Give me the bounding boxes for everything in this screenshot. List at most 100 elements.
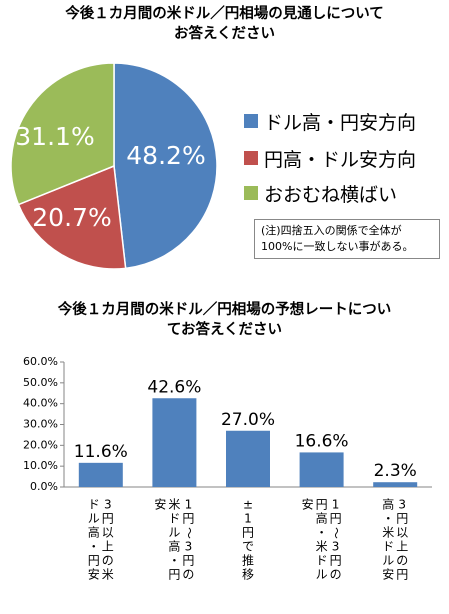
x-tick-char: 1 <box>332 498 340 512</box>
x-tick-char: ± <box>243 498 253 512</box>
x-tick-char: 3 <box>185 540 193 554</box>
x-tick-char: 3 <box>398 498 406 512</box>
x-tick-char: 円 <box>182 554 194 568</box>
x-tick-char: 円 <box>242 526 254 540</box>
x-tick-char: 安 <box>88 567 100 582</box>
legend-swatch <box>244 114 258 128</box>
x-tick-char: 円 <box>168 568 180 582</box>
pie-title-line-2: お答えください <box>173 26 276 42</box>
y-tick-label: 0.0% <box>30 480 58 493</box>
x-tick-char: 上 <box>102 540 114 554</box>
x-tick-char: 米 <box>168 498 180 512</box>
x-tick-char: 円 <box>102 512 114 526</box>
legend-swatch <box>244 151 258 165</box>
x-tick-char: ド <box>88 498 100 512</box>
x-tick-char: ・ <box>168 554 180 568</box>
pie-value-label: 48.2% <box>126 141 205 170</box>
pie-chart-title: 今後１カ月間の米ドル／円相場の見通しについて お答えください <box>0 4 449 44</box>
x-tick-char: 高 <box>88 525 100 540</box>
x-tick-char: 3 <box>332 540 340 554</box>
x-tick-char: 安 <box>154 497 166 512</box>
legend-label: ドル高・円安方向 <box>264 111 417 134</box>
x-tick-char: ～ <box>182 527 196 539</box>
x-tick-char: 3 <box>104 498 112 512</box>
pie-value-label: 31.1% <box>15 122 94 151</box>
y-tick-label: 10.0% <box>23 459 58 472</box>
bar-value-label: 42.6% <box>147 377 201 397</box>
x-tick-char: の <box>182 568 194 582</box>
x-tick-char: ド <box>382 540 394 554</box>
y-tick-label: 60.0% <box>23 355 58 368</box>
bar-chart-title: 今後１カ月間の米ドル／円相場の予想レートについ てお答えください <box>0 300 449 340</box>
x-tick-char: ・ <box>88 540 100 554</box>
x-tick-char: ル <box>88 512 100 526</box>
y-tick-label: 30.0% <box>23 418 58 431</box>
x-tick-char: 移 <box>242 568 254 582</box>
legend-label: おおむね横ばい <box>264 183 398 206</box>
x-tick-char: の <box>102 554 114 568</box>
x-tick-char: 1 <box>185 498 193 512</box>
bar <box>299 452 344 487</box>
pie-value-label: 20.7% <box>32 203 111 232</box>
y-tick-label: 20.0% <box>23 438 58 451</box>
x-tick-char: 上 <box>396 540 408 554</box>
pie-slice <box>17 164 127 270</box>
x-tick-char: で <box>242 540 254 554</box>
x-tick-char: 円 <box>88 554 100 568</box>
x-tick-char: ・ <box>316 526 328 540</box>
pie-chart: 48.2% 20.7% 31.1% <box>10 62 218 270</box>
x-tick-char: の <box>330 568 342 582</box>
x-tick-char: の <box>396 554 408 568</box>
note-line-2: 100%に一致しない事がある。 <box>261 240 414 253</box>
x-tick-char: 円 <box>316 498 328 512</box>
bar-value-label: 16.6% <box>295 431 349 451</box>
x-tick-char: 安 <box>302 497 314 512</box>
x-tick-char: 以 <box>396 526 408 540</box>
note-line-1: (注)四捨五入の関係で全体が <box>261 224 402 237</box>
bar <box>373 482 418 487</box>
x-tick-char: 円 <box>182 512 194 526</box>
pie-title-line-1: 今後１カ月間の米ドル／円相場の見通しについて <box>65 6 384 22</box>
bar <box>226 430 270 487</box>
x-tick-char: ル <box>168 526 180 540</box>
bar <box>78 462 123 487</box>
x-tick-char: 円 <box>330 554 342 568</box>
pie-slice <box>10 62 115 206</box>
x-tick-char: ～ <box>329 527 343 539</box>
x-tick-char: 米 <box>102 568 114 582</box>
x-tick-char: ド <box>168 512 180 526</box>
x-tick-char: 安 <box>382 567 394 582</box>
x-tick-char: ル <box>382 554 394 568</box>
x-tick-char: 高 <box>382 497 394 512</box>
x-tick-char: 高 <box>168 539 180 554</box>
x-tick-char: 米 <box>382 526 394 540</box>
x-tick-char: 推 <box>242 554 254 568</box>
x-tick-char: ル <box>316 568 328 582</box>
bar-title-line-2: てお答えください <box>166 322 283 338</box>
x-tick-char: 以 <box>102 526 114 540</box>
x-tick-char: 米 <box>316 540 328 554</box>
y-tick-label: 40.0% <box>23 397 58 410</box>
x-tick-char: 円 <box>396 568 408 582</box>
legend-item-flat: おおむね横ばい <box>244 180 397 206</box>
rounding-note: (注)四捨五入の関係で全体が 100%に一致しない事がある。 <box>254 219 440 259</box>
x-tick-char: ・ <box>382 512 394 526</box>
legend-item-usd-up: ドル高・円安方向 <box>244 108 416 134</box>
bar <box>152 398 197 487</box>
legend-label: 円高・ドル安方向 <box>264 148 417 171</box>
x-tick-char: 高 <box>316 511 328 526</box>
legend-swatch <box>244 186 258 200</box>
x-tick-char: 円 <box>330 512 342 526</box>
bar-value-label: 2.3% <box>374 461 417 481</box>
bar-value-label: 27.0% <box>221 410 275 430</box>
legend-item-yen-up: 円高・ドル安方向 <box>244 145 416 171</box>
pie-slice <box>113 62 218 270</box>
x-tick-char: 円 <box>396 512 408 526</box>
y-tick-label: 50.0% <box>23 376 58 389</box>
